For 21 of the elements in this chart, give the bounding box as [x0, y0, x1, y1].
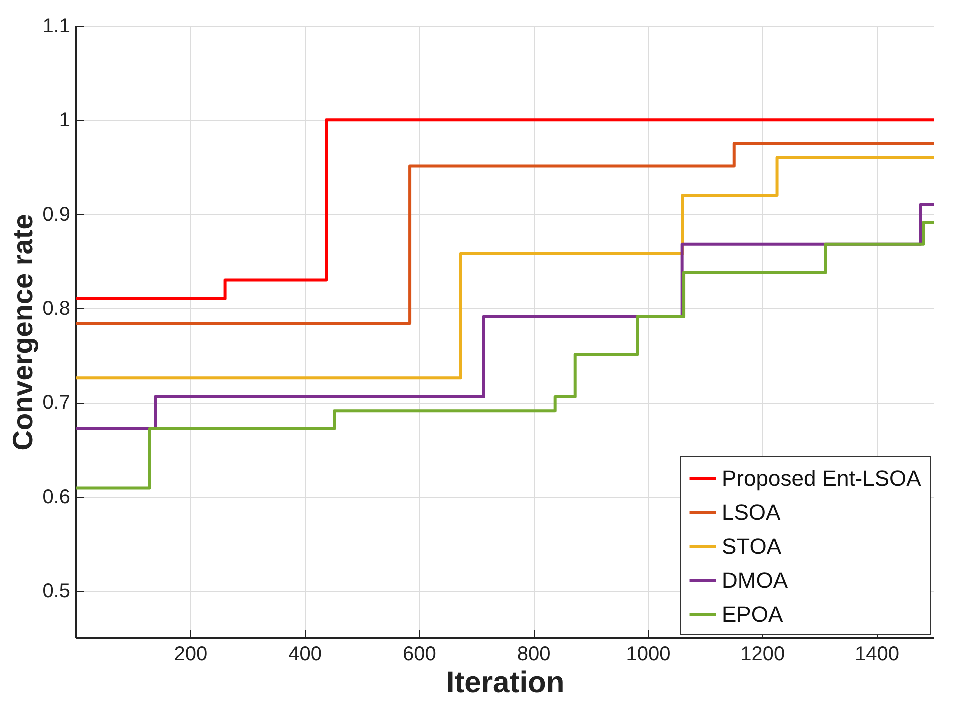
x-tick-label: 400 [288, 644, 322, 666]
y-tick-label: 0.9 [42, 204, 70, 226]
x-tick-label: 1000 [626, 644, 671, 666]
y-tick-label: 0.6 [42, 486, 70, 508]
y-tick-label: 0.8 [42, 298, 70, 320]
y-tick-label: 1 [59, 110, 70, 132]
legend-label: DMOA [722, 568, 788, 593]
legend-label: STOA [722, 534, 782, 559]
y-tick-label: 1.1 [42, 16, 70, 38]
x-tick-label: 200 [174, 644, 208, 666]
x-tick-label: 600 [403, 644, 436, 666]
x-axis-title: Iteration [446, 666, 565, 700]
legend-label: EPOA [722, 602, 784, 627]
x-tick-label: 800 [517, 644, 551, 666]
y-axis-title: Convergence rate [8, 214, 39, 451]
y-tick-label: 0.7 [42, 392, 70, 414]
x-tick-label: 1400 [855, 644, 900, 666]
legend-label: LSOA [722, 500, 782, 525]
x-tick-label: 1200 [740, 644, 786, 666]
y-tick-label: 0.5 [42, 580, 70, 602]
legend-label: Proposed Ent-LSOA [722, 466, 922, 491]
